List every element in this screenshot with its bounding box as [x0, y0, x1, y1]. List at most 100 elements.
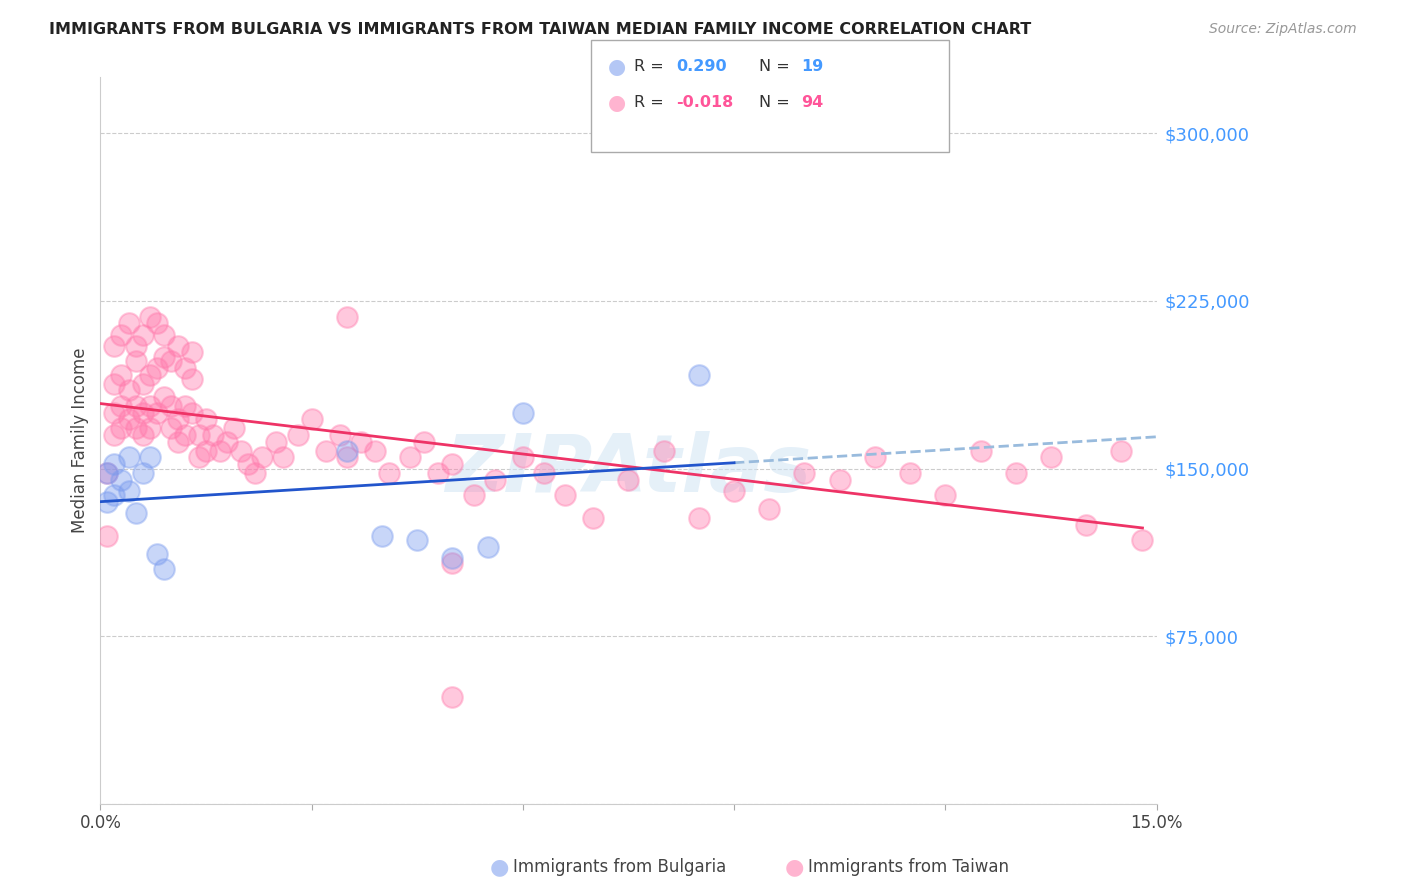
- Text: Source: ZipAtlas.com: Source: ZipAtlas.com: [1209, 22, 1357, 37]
- Text: 94: 94: [801, 95, 824, 110]
- Point: [202, 428, 225, 442]
- Point: [110, 327, 132, 342]
- Text: ●: ●: [489, 857, 509, 877]
- Point: [413, 434, 436, 449]
- Point: [793, 466, 815, 480]
- Point: [152, 562, 174, 576]
- Point: [231, 443, 253, 458]
- Text: ZIPAtlas: ZIPAtlas: [446, 431, 811, 508]
- Point: [273, 450, 295, 465]
- Point: [1132, 533, 1154, 548]
- Point: [117, 316, 139, 330]
- Point: [138, 399, 160, 413]
- Point: [117, 384, 139, 398]
- Point: [159, 399, 181, 413]
- Text: N =: N =: [759, 60, 796, 74]
- Point: [166, 339, 188, 353]
- Point: [131, 406, 153, 420]
- Point: [828, 473, 851, 487]
- Point: [159, 421, 181, 435]
- Point: [1004, 466, 1026, 480]
- Point: [180, 372, 202, 386]
- Point: [173, 428, 195, 442]
- Point: [152, 327, 174, 342]
- Point: [110, 399, 132, 413]
- Point: [898, 466, 921, 480]
- Point: [103, 406, 125, 420]
- Point: [187, 428, 209, 442]
- Point: [138, 421, 160, 435]
- Point: [138, 368, 160, 382]
- Point: [131, 327, 153, 342]
- Point: [96, 495, 118, 509]
- Point: [124, 421, 146, 435]
- Point: [934, 488, 956, 502]
- Point: [117, 412, 139, 426]
- Point: [688, 368, 710, 382]
- Point: [173, 399, 195, 413]
- Point: [399, 450, 422, 465]
- Point: [252, 450, 274, 465]
- Text: 19: 19: [801, 60, 824, 74]
- Point: [441, 556, 464, 570]
- Point: [180, 406, 202, 420]
- Point: [131, 428, 153, 442]
- Point: [441, 457, 464, 471]
- Point: [238, 457, 260, 471]
- Point: [103, 339, 125, 353]
- Point: [117, 450, 139, 465]
- Point: [315, 443, 337, 458]
- Point: [336, 443, 359, 458]
- Point: [131, 466, 153, 480]
- Point: [194, 443, 217, 458]
- Point: [166, 434, 188, 449]
- Point: [152, 390, 174, 404]
- Point: [554, 488, 576, 502]
- Point: [969, 443, 991, 458]
- Text: ●: ●: [785, 857, 804, 877]
- Text: R =: R =: [634, 60, 669, 74]
- Point: [723, 483, 745, 498]
- Point: [484, 473, 506, 487]
- Point: [329, 428, 352, 442]
- Point: [131, 376, 153, 391]
- Text: N =: N =: [759, 95, 796, 110]
- Point: [103, 488, 125, 502]
- Point: [1039, 450, 1062, 465]
- Point: [378, 466, 401, 480]
- Point: [138, 450, 160, 465]
- Point: [477, 540, 499, 554]
- Point: [209, 443, 232, 458]
- Point: [224, 421, 246, 435]
- Point: [152, 350, 174, 364]
- Point: [124, 354, 146, 368]
- Point: [117, 483, 139, 498]
- Point: [406, 533, 429, 548]
- Point: [336, 310, 359, 324]
- Point: [217, 434, 239, 449]
- Point: [159, 354, 181, 368]
- Point: [245, 466, 267, 480]
- Point: [173, 361, 195, 376]
- Point: [301, 412, 323, 426]
- Point: [110, 421, 132, 435]
- Text: 0.290: 0.290: [676, 60, 727, 74]
- Point: [145, 547, 167, 561]
- Point: [96, 466, 118, 480]
- Point: [266, 434, 288, 449]
- Point: [145, 361, 167, 376]
- Point: [166, 412, 188, 426]
- Point: [110, 368, 132, 382]
- Point: [463, 488, 485, 502]
- Point: [336, 450, 359, 465]
- Point: [187, 450, 209, 465]
- Point: [103, 457, 125, 471]
- Point: [441, 551, 464, 566]
- Text: R =: R =: [634, 95, 669, 110]
- Point: [863, 450, 886, 465]
- Point: [441, 690, 464, 704]
- Point: [364, 443, 387, 458]
- Point: [1111, 443, 1133, 458]
- Point: [652, 443, 675, 458]
- Point: [145, 316, 167, 330]
